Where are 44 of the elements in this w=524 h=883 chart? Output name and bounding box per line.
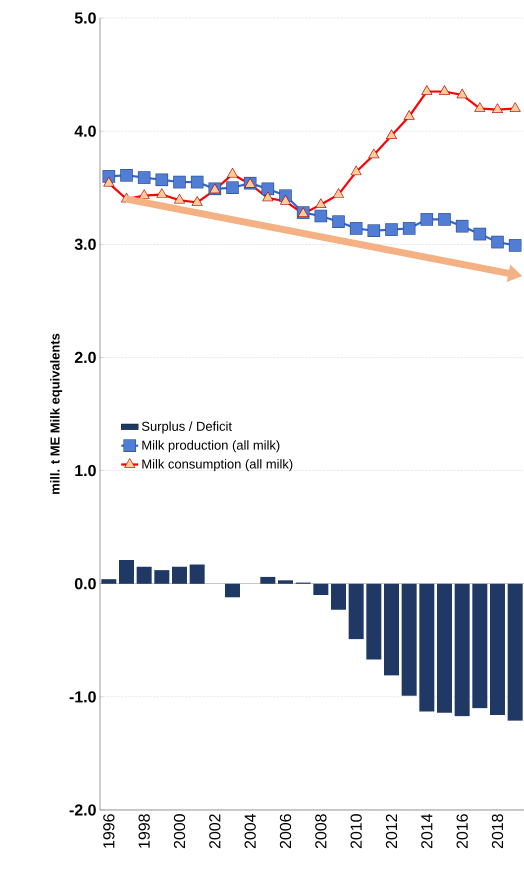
y-tick-label: 0.0 [74,578,96,590]
bar [348,584,364,640]
bar [118,560,134,584]
x-tick-label: 1998 [138,814,150,848]
legend-label: Surplus / Deficit [142,421,232,434]
y-tick-label: -1.0 [70,691,96,702]
x-tick-label: 2000 [174,814,186,848]
x-tick-label: 2014 [421,814,432,848]
x-tick-label: 2010 [350,814,362,848]
bar [101,579,116,584]
y-tick-label: 1.0 [75,464,96,476]
bar [313,584,328,596]
bar [508,584,523,721]
bar [172,566,187,584]
y-tick-label: 4.0 [74,126,96,137]
x-tick-label: 2002 [209,814,220,848]
bar [384,584,399,676]
y-tick-label: 2.0 [74,352,96,364]
y-tick-label: -2.0 [70,804,96,816]
bar [260,576,276,584]
x-tick-label: 2016 [456,814,468,848]
bar [136,566,152,584]
bar [330,584,346,610]
bar [436,584,452,713]
x-tick-label: 2006 [280,814,292,848]
bar [154,570,170,584]
y-tick-label: 5.0 [74,12,96,24]
x-tick-label: 2004 [244,814,256,848]
x-tick-label: 2018 [492,814,504,848]
bar [490,584,505,715]
bar [402,584,417,696]
x-tick-label: 2008 [315,814,326,848]
bar [224,584,240,598]
y-axis-title: mill. t ME Milk equivalents [50,334,62,494]
legend-label: Milk production (all milk) [142,440,280,452]
legend-label: Milk consumption (all milk) [142,459,292,472]
bar [472,584,488,708]
y-tick-label: 3.0 [74,238,96,250]
bar [454,584,470,716]
bar [419,584,434,712]
bar [366,584,382,660]
bar [190,564,205,584]
x-tick-label: 2012 [386,814,398,848]
x-tick-label: 1996 [103,814,114,848]
